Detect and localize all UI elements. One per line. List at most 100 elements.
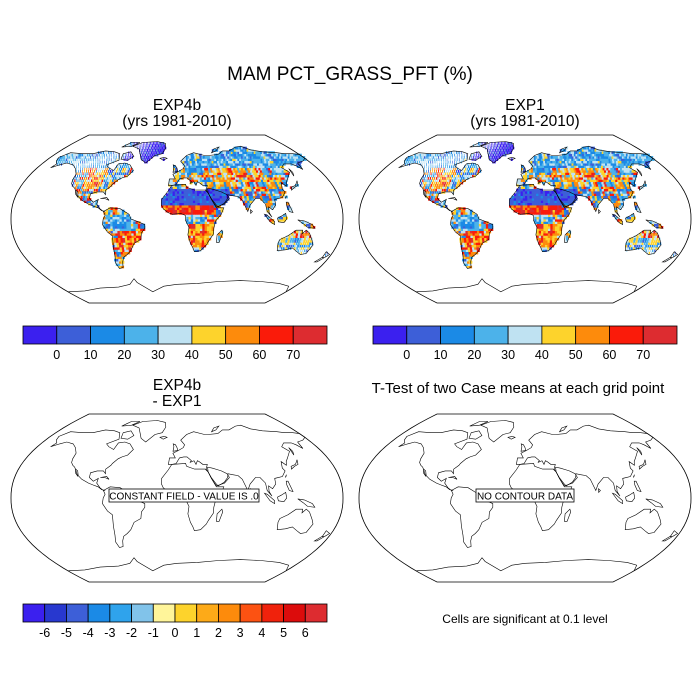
grid-cell (537, 172, 540, 175)
grid-cell (623, 195, 627, 199)
grid-cell (163, 146, 165, 150)
coastline-greenland (132, 141, 167, 164)
grid-cell (477, 242, 481, 245)
grid-cell (124, 228, 127, 231)
grid-cell (261, 170, 266, 173)
grid-cell (259, 195, 263, 199)
grid-cell (505, 146, 507, 150)
grid-cell (114, 244, 118, 248)
grid-cell (552, 200, 555, 203)
grid-cell (108, 184, 111, 187)
grid-cell (488, 226, 491, 229)
grid-cell (540, 167, 544, 171)
grid-cell (444, 186, 447, 189)
grid-cell (572, 170, 576, 173)
grid-cell (536, 191, 539, 194)
grid-cell (471, 254, 475, 257)
grid-cell (432, 158, 434, 161)
grid-cell (413, 156, 415, 159)
grid-cell (255, 186, 259, 189)
grid-cell (534, 214, 537, 217)
grid-cell (547, 163, 551, 166)
grid-cell (218, 186, 222, 189)
grid-cell (304, 235, 307, 238)
grid-cell (550, 226, 553, 229)
grid-cell (221, 167, 225, 171)
grid-cell (463, 235, 467, 238)
grid-cell (230, 181, 234, 185)
grid-cell (126, 163, 128, 166)
grid-cell (460, 207, 464, 210)
grid-cell (563, 156, 567, 159)
grid-cell (302, 242, 305, 245)
grid-cell (183, 207, 187, 210)
grid-cell (466, 167, 469, 171)
grid-cell (446, 160, 448, 164)
grid-cell (572, 177, 576, 180)
grid-cell (461, 237, 465, 241)
grid-cell (644, 153, 650, 157)
grid-cell (223, 193, 227, 196)
grid-cell (424, 184, 426, 187)
grid-cell (475, 240, 479, 243)
grid-cell (103, 216, 106, 220)
grid-cell (466, 240, 470, 243)
grid-cell (147, 142, 148, 145)
grid-cell (547, 207, 551, 210)
grid-cell (550, 221, 554, 224)
grid-cell (197, 240, 200, 243)
grid-cell (91, 156, 93, 159)
grid-cell (73, 153, 75, 157)
grid-cell (130, 223, 134, 227)
grid-cell (574, 184, 578, 187)
grid-cell (270, 186, 274, 189)
grid-cell (102, 165, 104, 168)
grid-cell (608, 179, 613, 182)
grid-cell (298, 251, 300, 255)
grid-cell (529, 193, 533, 196)
grid-cell (195, 160, 198, 164)
grid-cell (234, 181, 238, 185)
grid-cell (529, 205, 533, 208)
grid-cell (594, 198, 598, 201)
grid-cell (540, 193, 544, 196)
grid-cell (174, 198, 178, 201)
grid-cell (141, 153, 143, 157)
grid-cell (193, 163, 197, 166)
grid-cell (216, 179, 220, 182)
grid-cell (59, 160, 61, 164)
grid-cell (205, 158, 209, 161)
grid-cell (645, 244, 647, 248)
grid-cell (104, 184, 106, 187)
grid-cell (510, 149, 513, 152)
grid-cell (467, 226, 471, 229)
grid-cell (465, 177, 467, 180)
grid-cell (463, 247, 467, 250)
grid-cell (147, 149, 148, 152)
grid-cell (559, 184, 563, 187)
grid-cell (255, 195, 259, 199)
grid-cell (155, 151, 158, 154)
grid-cell (435, 153, 437, 157)
grid-cell (272, 200, 276, 203)
grid-cell (628, 242, 630, 245)
grid-cell (272, 177, 276, 180)
grid-cell (414, 158, 416, 161)
grid-cell (599, 188, 603, 192)
grid-cell (543, 179, 547, 182)
grid-cell (491, 146, 493, 150)
grid-cell (126, 221, 129, 224)
grid-cell (525, 202, 528, 206)
grid-cell (66, 156, 69, 159)
grid-cell (246, 179, 250, 182)
coastlines (398, 141, 679, 293)
grid-cell (110, 184, 113, 187)
grid-cell (552, 233, 555, 236)
grid-cell (596, 167, 601, 171)
grid-cell (595, 205, 599, 208)
grass-cover-cells (52, 142, 329, 269)
grid-cell (121, 170, 124, 173)
grid-cell (605, 193, 609, 196)
grid-cell (59, 156, 62, 159)
grid-cell (144, 151, 146, 154)
